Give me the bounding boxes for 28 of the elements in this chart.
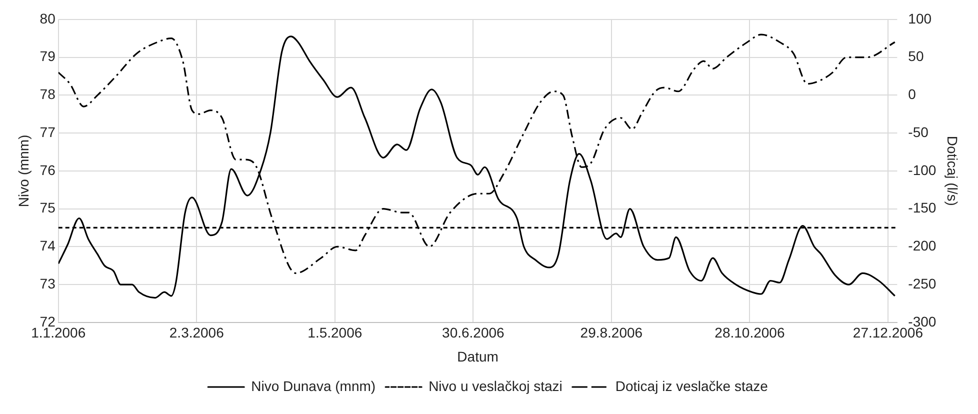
y2-tick-label: -300 (908, 313, 936, 330)
y2-axis-title: Doticaj (l/s) (944, 136, 961, 206)
y2-tick-label: -50 (908, 124, 929, 140)
x-tick-label: 30.6.2006 (442, 324, 505, 341)
y2-tick-label: 100 (908, 10, 932, 26)
x-tick-label: 29.8.2006 (580, 324, 643, 341)
y-axis-title: Nivo (mnm) (15, 134, 32, 208)
legend-label: Nivo u veslačkoj stazi (428, 378, 562, 394)
y-tick-label: 75 (40, 200, 56, 216)
x-tick-label: 28.10.2006 (714, 324, 785, 341)
y-tick-label: 73 (40, 275, 56, 292)
x-axis-title: Datum (457, 348, 498, 364)
y-tick-label: 78 (40, 86, 56, 102)
y-tick-label: 77 (40, 124, 56, 140)
y2-tick-label: -150 (908, 200, 936, 216)
x-tick-label: 1.5.2006 (308, 324, 362, 341)
y2-tick-label: 0 (908, 86, 916, 102)
y-tick-label: 79 (40, 48, 56, 64)
legend-label: Nivo Dunava (mnm) (251, 378, 376, 394)
y-tick-label: 80 (40, 10, 56, 26)
x-tick-label: 2.3.2006 (169, 324, 224, 341)
y2-tick-label: -200 (908, 238, 936, 254)
y2-tick-label: -250 (908, 275, 936, 292)
y-tick-label: 74 (40, 238, 56, 254)
y2-tick-label: 50 (908, 48, 924, 64)
y2-tick-label: -100 (908, 162, 936, 178)
legend-label: Doticaj iz veslačke staze (615, 378, 768, 394)
y-tick-label: 76 (40, 162, 56, 178)
